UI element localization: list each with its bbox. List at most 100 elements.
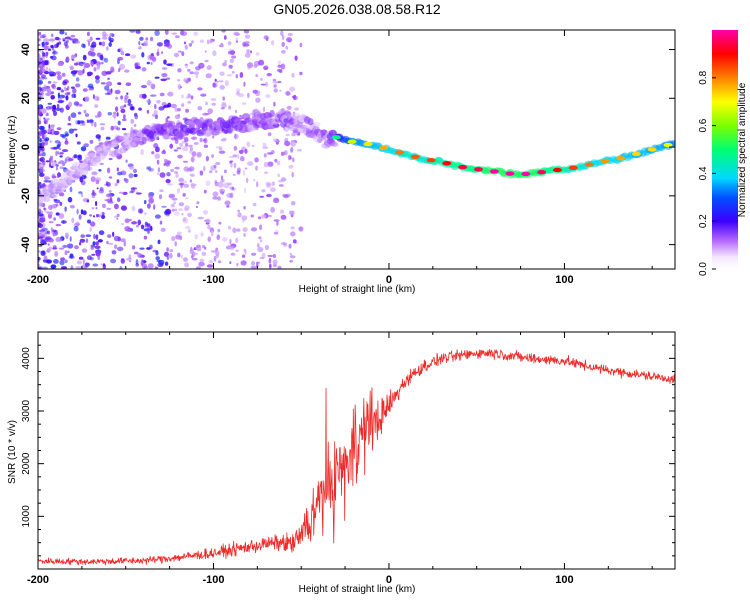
noise-speck	[262, 142, 267, 147]
noise-speck	[187, 212, 193, 218]
noise-speck	[137, 253, 143, 258]
noise-speck	[250, 214, 255, 218]
noise-speck	[100, 61, 104, 65]
noise-speck	[281, 41, 286, 48]
noise-speck	[187, 68, 191, 72]
noise-speck	[198, 261, 205, 267]
noise-speck	[56, 127, 62, 130]
noise-speck	[49, 157, 54, 163]
noise-speck	[71, 217, 75, 224]
noise-speck	[224, 35, 227, 40]
noise-speck	[174, 171, 179, 174]
noise-speck	[116, 112, 119, 117]
noise-speck	[157, 263, 160, 266]
noise-speck	[59, 201, 63, 206]
noise-speck	[41, 92, 45, 96]
ridge-peak	[616, 156, 626, 161]
noise-speck	[267, 161, 274, 167]
noise-speck	[222, 62, 227, 67]
noise-speck	[154, 214, 161, 219]
noise-speck	[259, 239, 263, 243]
noise-speck	[84, 96, 90, 102]
noise-speck	[55, 223, 62, 227]
noise-speck	[86, 119, 90, 123]
noise-speck	[67, 250, 70, 254]
noise-speck	[203, 144, 209, 148]
noise-speck	[129, 166, 134, 170]
noise-speck	[43, 84, 47, 89]
noise-speck	[129, 30, 136, 33]
noise-speck	[194, 234, 198, 240]
noise-speck	[212, 196, 219, 200]
noise-speck	[280, 63, 286, 70]
noise-speck	[173, 149, 178, 152]
noise-speck	[133, 112, 138, 117]
ridge-peak	[410, 154, 420, 159]
noise-speck	[150, 225, 153, 232]
noise-speck	[38, 43, 41, 47]
noise-speck	[63, 41, 68, 47]
noise-speck	[185, 79, 189, 84]
noise-speck	[255, 74, 259, 78]
noise-speck	[45, 112, 49, 117]
noise-speck	[81, 61, 86, 65]
noise-speck	[154, 266, 158, 269]
noise-speck	[150, 83, 156, 90]
noise-speck	[51, 160, 58, 167]
noise-speck	[77, 70, 84, 76]
noise-speck	[190, 156, 195, 163]
noise-speck	[79, 238, 86, 243]
noise-speck	[106, 182, 111, 187]
noise-speck	[267, 254, 274, 258]
noise-speck	[81, 43, 85, 48]
noise-speck	[49, 74, 54, 77]
noise-speck	[143, 235, 148, 240]
noise-speck	[138, 46, 142, 50]
noise-speck	[120, 108, 126, 114]
noise-speck	[212, 191, 219, 197]
noise-speck	[107, 77, 110, 81]
noise-speck	[244, 34, 251, 39]
ridge-peak	[584, 162, 594, 167]
noise-speck	[185, 108, 190, 113]
noise-speck	[124, 94, 129, 100]
noise-speck	[146, 61, 150, 65]
noise-speck	[111, 250, 117, 255]
noise-speck	[281, 50, 286, 54]
noise-speck	[203, 189, 207, 194]
noise-speck	[223, 182, 230, 189]
noise-speck	[72, 73, 76, 77]
noise-speck	[266, 152, 273, 155]
noise-speck	[211, 102, 216, 106]
noise-speck	[177, 68, 182, 73]
noise-speck	[227, 48, 234, 51]
noise-speck	[222, 179, 225, 183]
noise-speck	[229, 58, 235, 64]
noise-speck	[117, 246, 124, 252]
noise-speck	[73, 70, 79, 73]
noise-speck	[222, 236, 228, 242]
noise-speck	[243, 81, 246, 87]
noise-speck	[171, 32, 178, 35]
noise-speck	[77, 111, 82, 115]
noise-speck	[258, 236, 262, 240]
noise-speck	[148, 166, 152, 172]
noise-speck	[39, 63, 44, 68]
noise-speck	[116, 179, 120, 184]
noise-speck	[92, 215, 96, 218]
noise-speck	[131, 221, 138, 225]
noise-speck	[174, 241, 177, 247]
noise-speck	[174, 208, 178, 212]
noise-speck	[70, 112, 77, 118]
noise-speck	[48, 211, 53, 216]
noise-speck	[170, 203, 175, 208]
noise-speck	[50, 227, 53, 231]
noise-speck	[61, 266, 67, 269]
noise-speck	[73, 101, 80, 106]
noise-speck	[205, 73, 212, 79]
noise-speck	[166, 247, 169, 252]
ridge-halo	[42, 197, 51, 203]
noise-speck	[200, 232, 204, 237]
noise-speck	[163, 59, 167, 65]
noise-speck	[117, 58, 120, 65]
